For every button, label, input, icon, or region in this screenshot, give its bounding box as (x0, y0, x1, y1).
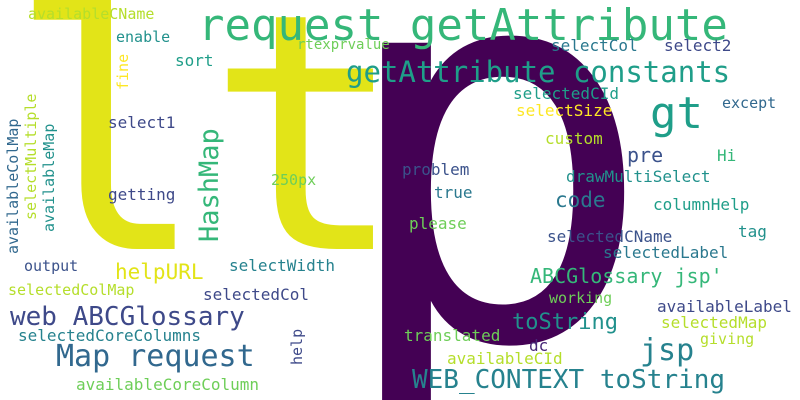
word-request-getattribute: request getAttribute (198, 0, 728, 51)
word-drawmultiselect: drawMultiSelect (566, 167, 711, 186)
word-pre: pre (627, 143, 664, 167)
word-p: p (332, 0, 658, 400)
word-selectcol: selectCol (551, 36, 638, 55)
word-gt: gt (650, 88, 703, 139)
word-giving: giving (700, 330, 755, 348)
word-selectwidth: selectWidth (229, 256, 335, 275)
word-selectedcorecolumns: selectedCoreColumns (18, 326, 202, 345)
word-columnhelp: columnHelp (653, 195, 750, 214)
word-selectedcolmap: selectedColMap (8, 281, 135, 299)
word-true: true (434, 183, 473, 202)
word-problem: problem (402, 160, 470, 179)
word-please: please (409, 214, 467, 233)
word-translated: translated (404, 326, 501, 345)
word-hi: Hi (717, 146, 737, 165)
word-hashmap: HashMap (194, 128, 225, 242)
word-output: output (24, 257, 79, 275)
word-availablecolmap: availableColMap (4, 118, 22, 254)
word-working: working (549, 289, 613, 307)
word-getattribute-constants: getAttribute constants (346, 55, 731, 89)
word-availablecorecolumn: availableCoreColumn (76, 375, 260, 394)
word-fine: fine (114, 53, 132, 90)
word-selectsize: selectSize (516, 101, 613, 120)
word-selectedcname: selectedCName (547, 227, 673, 246)
word-lt: lt (8, 0, 406, 327)
word-tostring: toString (512, 310, 618, 335)
word-rtexprvalue: rtexprvalue (297, 37, 390, 53)
word-sort: sort (175, 51, 214, 70)
word-jsp: jsp (640, 333, 695, 368)
word-helpurl: helpURL (115, 260, 204, 284)
word-selectedcol: selectedCol (203, 285, 309, 304)
word-250px: 250px (271, 171, 317, 189)
word-except: except (722, 94, 777, 112)
word-select2: select2 (664, 36, 732, 55)
word-enable: enable (116, 28, 171, 46)
word-availablecid: availableCId (447, 349, 563, 368)
word-map-request: Map request (56, 339, 255, 374)
word-selectmultiple: selectMultiple (22, 93, 40, 220)
word-selectedcid: selectedCId (513, 84, 619, 103)
word-code: code (555, 188, 606, 212)
word-availablemap: availableMap (40, 123, 58, 232)
word-tag: tag (738, 222, 767, 241)
word-dc: dc (529, 336, 549, 355)
word-getting: getting (108, 185, 176, 204)
word-select1: select1 (108, 113, 176, 132)
word-web-abcglossary: web ABCGlossary (10, 302, 245, 332)
word-availablecname: availableCName (28, 5, 155, 23)
word-custom: custom (545, 129, 603, 148)
word-web-context-tostring: WEB_CONTEXT toString (412, 365, 726, 395)
word-help: help (288, 328, 306, 365)
word-selectedmap: selectedMap (661, 313, 767, 332)
word-selectedlabel: selectedLabel (603, 243, 729, 262)
word-abcglossary-jsp: ABCGlossary jsp' (530, 264, 723, 288)
word-availablelabel: availableLabel (657, 297, 792, 316)
